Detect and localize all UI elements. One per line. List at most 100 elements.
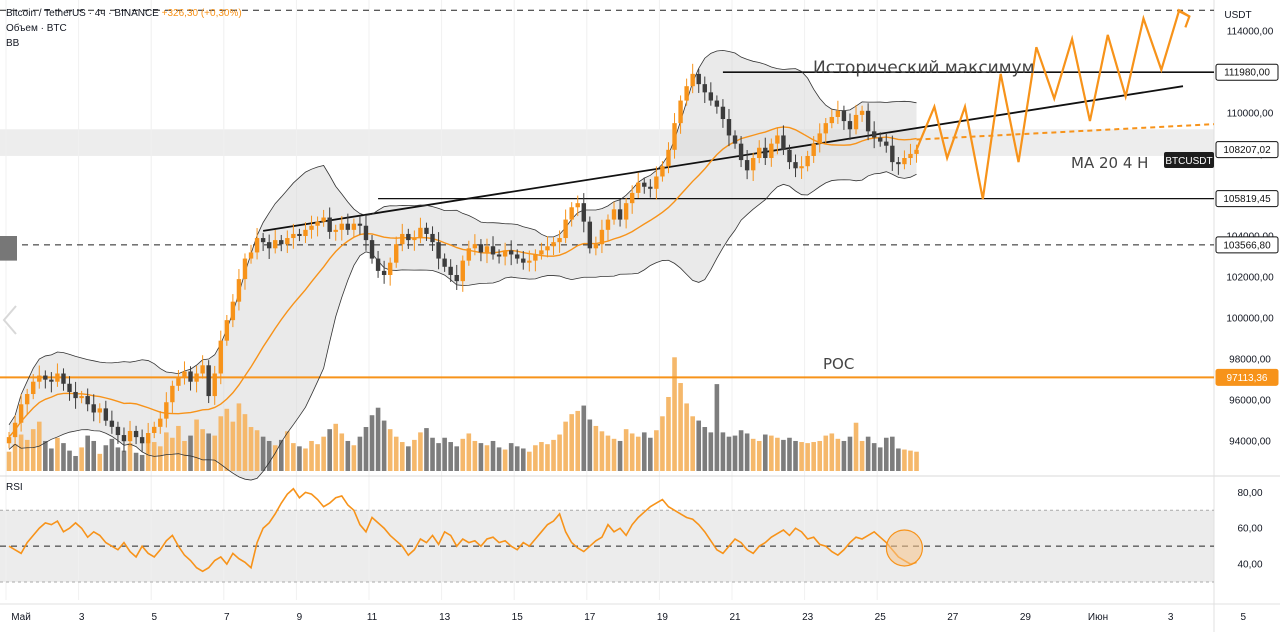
candle-body xyxy=(581,203,586,222)
chevron-left-icon[interactable] xyxy=(0,300,22,340)
volume-bar xyxy=(841,440,847,471)
volume-bar xyxy=(871,443,877,471)
volume-bar xyxy=(230,421,236,471)
volume-bar xyxy=(896,448,901,471)
date-tick-label: 27 xyxy=(947,612,959,623)
candle-body xyxy=(642,182,647,187)
candle-body xyxy=(829,116,835,124)
volume-bar xyxy=(188,435,193,471)
candle-body xyxy=(696,73,701,85)
volume-bar xyxy=(781,439,786,471)
price-level-tag-bg xyxy=(1215,368,1279,386)
rsi-tick-label: 60,00 xyxy=(1237,524,1262,535)
date-tick-label: 13 xyxy=(439,612,451,623)
candle-body xyxy=(890,145,895,163)
price-tick-label: 110000,00 xyxy=(1227,108,1274,119)
candle-body xyxy=(218,340,223,374)
volume-histogram xyxy=(6,357,919,471)
volume-bar xyxy=(85,435,90,471)
chart-header: Bitcoin / TetherUS · 4ч · BINANCE +326,3… xyxy=(6,8,242,19)
candle-body xyxy=(436,242,441,259)
candle-body xyxy=(18,404,24,423)
volume-bar xyxy=(266,440,272,471)
candle-body xyxy=(363,225,369,241)
candle-body xyxy=(835,110,841,117)
candle-body xyxy=(515,254,520,259)
volume-bar xyxy=(520,448,526,471)
date-tick-label: 29 xyxy=(1020,612,1032,623)
price-level-tag-bg xyxy=(1215,190,1279,208)
price-tick-label: 100000,00 xyxy=(1226,314,1274,325)
volume-bar xyxy=(399,442,405,471)
candle-body xyxy=(242,258,248,280)
candle-body xyxy=(291,233,296,239)
candle-body xyxy=(605,219,611,230)
volume-bar xyxy=(508,443,514,471)
candle-body xyxy=(31,381,36,395)
volume-bar xyxy=(387,429,393,471)
candle-body xyxy=(539,250,544,255)
volume-bar xyxy=(914,451,919,471)
price-level-tag: 105819,45 xyxy=(1223,194,1271,205)
candle-body xyxy=(720,106,726,120)
ticker-tag-bg xyxy=(1164,152,1214,168)
candle-body xyxy=(6,437,12,444)
volume-bar xyxy=(224,408,230,471)
bb-indicator-label[interactable]: BB xyxy=(6,38,20,49)
rsi-highlight-circle xyxy=(885,529,924,567)
bollinger-upper xyxy=(8,49,917,426)
poc-annotation: POC xyxy=(823,355,854,373)
candle-body xyxy=(345,223,351,230)
volume-bar xyxy=(260,436,266,471)
date-tick-label: 17 xyxy=(584,612,596,623)
volume-bar xyxy=(859,440,865,471)
volume-bar xyxy=(454,446,460,471)
volume-bar xyxy=(67,450,72,471)
candle-body xyxy=(684,86,689,101)
volume-bar xyxy=(164,432,169,471)
candle-body xyxy=(273,240,278,249)
rising-trendline xyxy=(262,85,1184,232)
volume-bar xyxy=(672,357,677,471)
ath-annotation: Исторический максимум xyxy=(813,58,1034,78)
volume-bar xyxy=(490,440,496,471)
candle-body xyxy=(878,137,883,142)
candle-body xyxy=(502,250,508,257)
date-tick-label: 3 xyxy=(79,612,85,623)
volume-bar xyxy=(478,443,484,471)
candle-body xyxy=(545,246,550,251)
volume-bar xyxy=(593,425,599,471)
left-edge-marker xyxy=(0,236,17,261)
candle-body xyxy=(309,225,314,230)
candle-body xyxy=(648,186,653,189)
candle-body xyxy=(623,203,629,220)
candle-body xyxy=(496,254,502,257)
candle-body xyxy=(744,160,750,171)
candle-body xyxy=(170,385,175,403)
volume-bar xyxy=(109,438,115,471)
candle-body xyxy=(12,422,18,438)
candle-body xyxy=(188,371,193,382)
volume-bar xyxy=(12,444,18,471)
price-level-tag: 97113,36 xyxy=(1227,373,1268,384)
candle-body xyxy=(230,301,236,321)
volume-bar xyxy=(73,455,78,471)
candle-body xyxy=(484,246,490,253)
volume-bar xyxy=(496,447,502,471)
volume-bar xyxy=(91,440,97,471)
price-level-tag: 103566,80 xyxy=(1223,240,1271,251)
volume-bar xyxy=(472,440,478,471)
candle-body xyxy=(823,123,828,134)
volume-bar xyxy=(242,414,248,471)
currency-label: USDT xyxy=(1224,10,1251,21)
volume-indicator-label[interactable]: Объем · BTC xyxy=(6,23,67,34)
candle-body xyxy=(896,162,901,165)
volume-bar xyxy=(248,427,254,471)
candle-body xyxy=(260,238,266,243)
candle-body xyxy=(351,223,357,230)
candle-body xyxy=(551,242,556,247)
candle-body xyxy=(303,229,308,236)
volume-bar xyxy=(883,437,889,471)
